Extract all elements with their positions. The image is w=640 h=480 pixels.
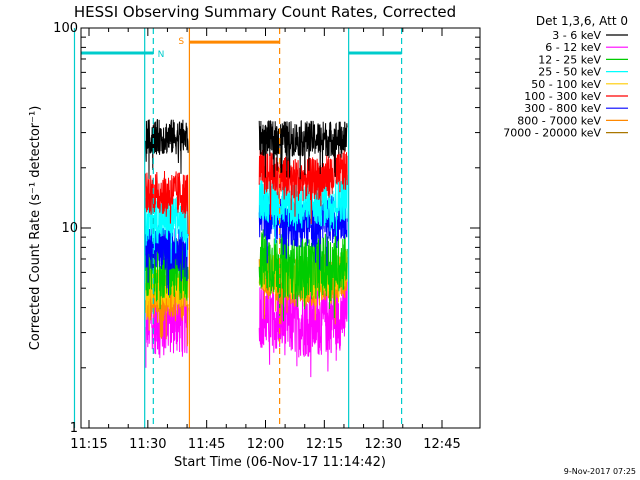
x-tick-label-2: 11:45 <box>188 437 225 452</box>
legend-entry-8: 7000 - 20000 keV <box>503 127 601 140</box>
annotation-label-1: S <box>178 37 184 47</box>
y-tick-label-2: 100 <box>53 21 78 36</box>
legend-entry-3: 25 - 50 keV <box>538 66 601 79</box>
x-tick-label-1: 11:30 <box>129 437 166 452</box>
series-line-3 <box>145 174 348 264</box>
x-tick-label-4: 12:15 <box>306 437 343 452</box>
y-tick-label-0: 1 <box>70 421 78 436</box>
legend-entry-6: 300 - 800 keV <box>524 102 601 115</box>
series-line-0 <box>145 119 348 180</box>
legend-entry-1: 6 - 12 keV <box>545 41 601 54</box>
legend-title: Det 1,3,6, Att 0 <box>536 14 628 28</box>
chart-title: HESSI Observing Summary Count Rates, Cor… <box>74 3 456 21</box>
axes: 11:15 11:30 11:45 12:00 12:15 12:30 12:45 1 10 10… <box>53 21 480 452</box>
legend-entry-5: 100 - 300 keV <box>524 90 601 103</box>
legend-entry-2: 12 - 25 keV <box>538 53 601 66</box>
legend-entry-0: 3 - 6 keV <box>552 29 601 42</box>
plot-area: NS <box>73 28 403 428</box>
footer-timestamp: 9-Nov-2017 07:25 <box>564 467 636 476</box>
y-axis-label: Corrected Count Rate (s⁻¹ detector⁻¹) <box>28 106 43 351</box>
x-tick-label-0: 11:15 <box>70 437 107 452</box>
legend-entry-7: 800 - 7000 keV <box>517 114 601 127</box>
x-axis-label: Start Time (06-Nov-17 11:14:42) <box>174 455 386 470</box>
x-tick-label-6: 12:45 <box>423 437 460 452</box>
x-tick-label-5: 12:30 <box>364 437 401 452</box>
y-tick-label-1: 10 <box>61 221 78 236</box>
legend-entry-4: 50 - 100 keV <box>531 78 601 91</box>
annotation-label-0: N <box>158 50 165 60</box>
x-tick-label-3: 12:00 <box>247 437 284 452</box>
